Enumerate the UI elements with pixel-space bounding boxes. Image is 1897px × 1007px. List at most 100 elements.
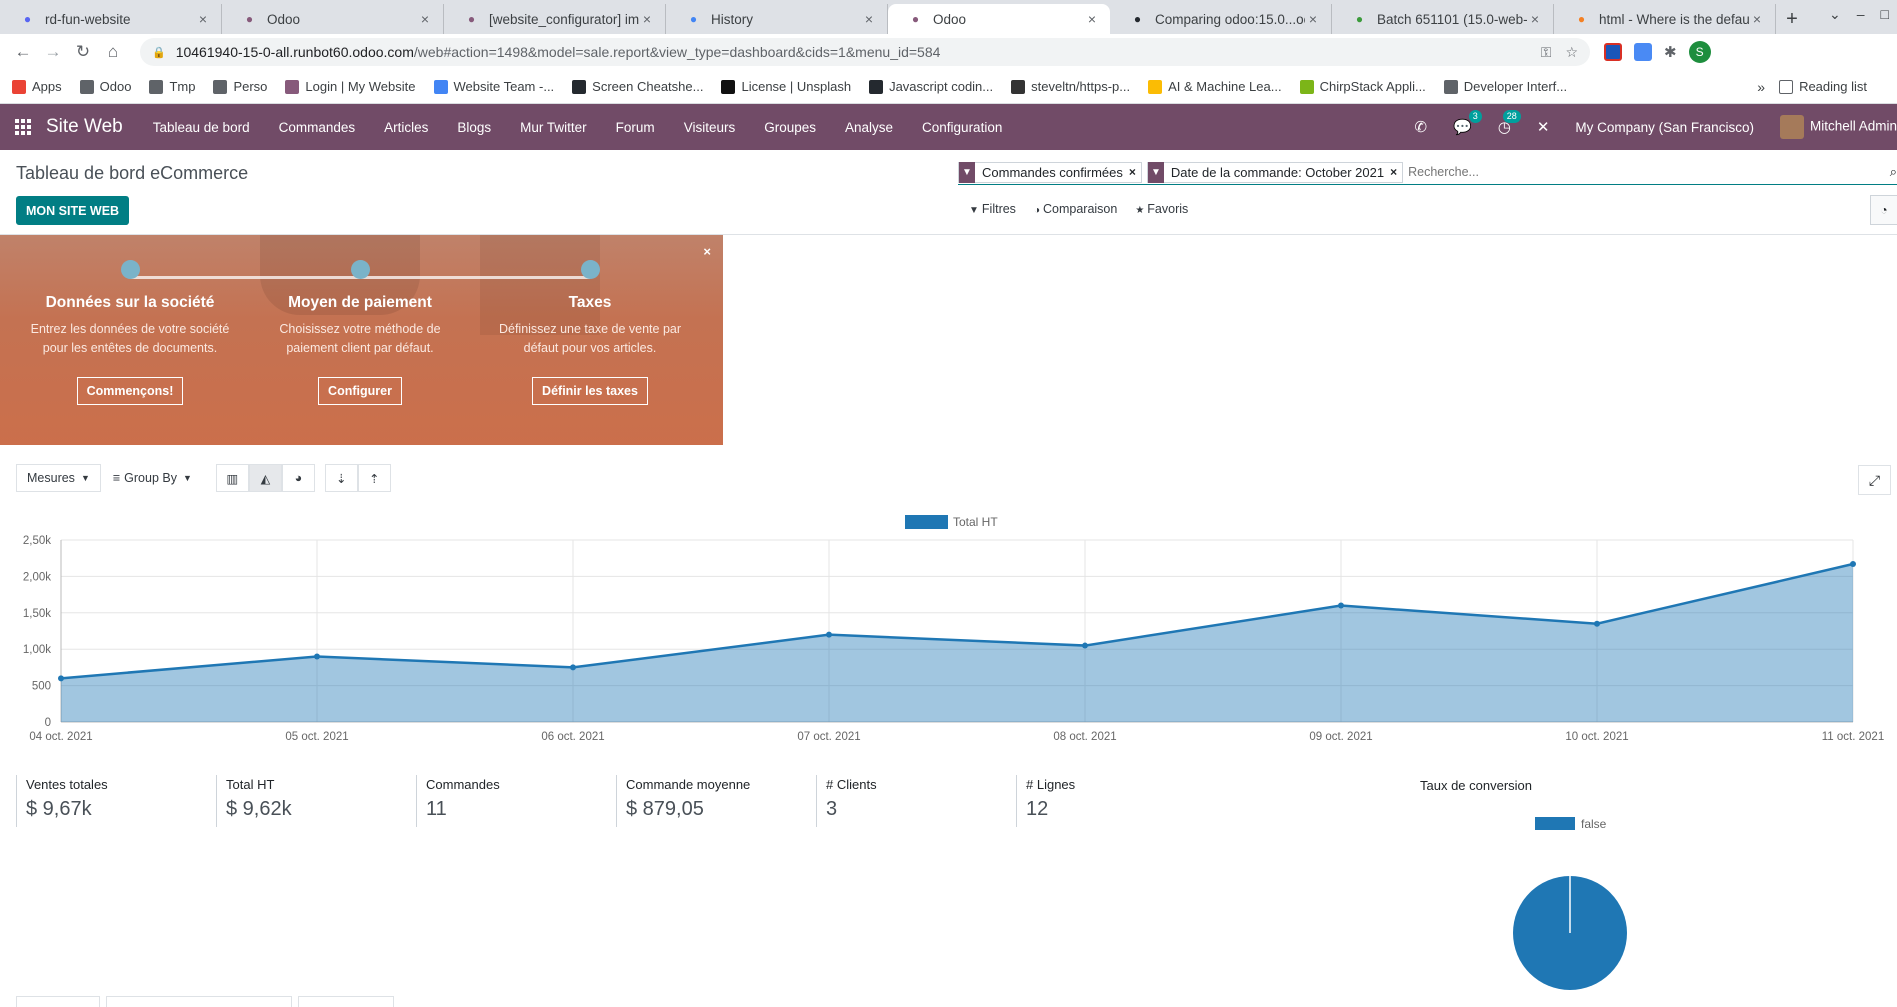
bookmark-item[interactable]: Website Team -...	[433, 79, 554, 94]
bookmark-icon	[721, 79, 736, 94]
discord-icon: ●	[23, 12, 32, 26]
tab-close-icon[interactable]: ×	[1308, 11, 1318, 27]
app-brand[interactable]: Site Web	[46, 116, 123, 137]
bookmark-icon	[1148, 79, 1163, 94]
kpi-card[interactable]: # Clients 3	[816, 775, 1006, 827]
kpi-card[interactable]: # Lignes 12	[1016, 775, 1206, 827]
bottom-panel-fragment	[106, 996, 292, 1007]
kpi-card[interactable]: Total HT $ 9,62k	[216, 775, 406, 827]
filters-dropdown[interactable]: ▼ Filtres	[969, 202, 1016, 216]
bar-chart-icon[interactable]: ▥	[215, 464, 249, 492]
search-input[interactable]	[1408, 165, 1859, 179]
bookmark-item[interactable]: Perso	[213, 79, 267, 94]
profile-avatar[interactable]: S	[1688, 41, 1711, 63]
tab-close-icon[interactable]: ×	[864, 11, 874, 27]
bookmark-item[interactable]: Tmp	[149, 79, 195, 94]
remove-facet-icon[interactable]: ×	[1390, 165, 1398, 179]
home-icon[interactable]: ⌂	[107, 42, 119, 61]
more-bookmarks-icon[interactable]: »	[1757, 78, 1766, 95]
close-icon[interactable]: ×	[703, 244, 711, 259]
apps-menu-icon[interactable]	[0, 104, 46, 150]
comparison-dropdown[interactable]: ◑ Comparaison	[1033, 202, 1118, 216]
debug-tools-icon[interactable]: ✕	[1536, 119, 1550, 136]
maximize-icon[interactable]: □	[1880, 6, 1889, 22]
onboarding-step-button[interactable]: Définir les taxes	[532, 377, 648, 405]
bookmark-item[interactable]: Odoo	[79, 79, 131, 94]
navbar-menu-item[interactable]: Blogs	[457, 119, 492, 135]
reading-list[interactable]: Reading list	[1779, 79, 1867, 94]
browser-tab[interactable]: ● Comparing odoo:15.0...oc ×	[1110, 4, 1332, 34]
fullscreen-icon[interactable]: ⤢	[1858, 465, 1891, 495]
line-chart-icon[interactable]: ◭	[248, 464, 282, 492]
navbar-menu-item[interactable]: Tableau de bord	[152, 119, 250, 135]
navbar-menu-item[interactable]: Visiteurs	[683, 119, 736, 135]
kpi-card[interactable]: Commande moyenne $ 879,05	[616, 775, 806, 827]
browser-tab[interactable]: ● History ×	[666, 4, 888, 34]
browser-tab[interactable]: ● html - Where is the defaul ×	[1554, 4, 1776, 34]
bookmark-item[interactable]: Apps	[12, 79, 62, 94]
bookmark-item[interactable]: AI & Machine Lea...	[1148, 79, 1282, 94]
navbar-menu-item[interactable]: Groupes	[764, 119, 816, 135]
phone-icon[interactable]: ✆	[1414, 119, 1428, 136]
browser-tab[interactable]: ● Odoo ×	[222, 4, 444, 34]
activities-icon[interactable]: ◷ 28	[1498, 110, 1521, 136]
group-by-dropdown[interactable]: ≡ Group By ▼	[102, 464, 202, 492]
browser-tab[interactable]: ● Batch 651101 (15.0-web-o ×	[1332, 4, 1554, 34]
bookmark-item[interactable]: Screen Cheatshe...	[572, 79, 703, 94]
tab-title: Odoo	[267, 11, 301, 27]
bookmark-item[interactable]: Javascript codin...	[869, 79, 993, 94]
user-menu[interactable]: Mitchell Admin	[1779, 115, 1897, 139]
search-icon[interactable]: ⌕	[1889, 164, 1897, 179]
extension-icon-red[interactable]	[1604, 43, 1622, 61]
bookmark-star-icon[interactable]: ☆	[1565, 43, 1578, 60]
sort-ascending-icon[interactable]: ⇡	[357, 464, 391, 492]
tab-close-icon[interactable]: ×	[1530, 11, 1540, 27]
my-website-button[interactable]: MON SITE WEB	[16, 196, 130, 225]
back-icon[interactable]: ←	[14, 42, 32, 61]
navbar-menu-item[interactable]: Forum	[615, 119, 655, 135]
tab-search-icon[interactable]: ⌄	[1829, 6, 1841, 22]
star-icon: ★	[1135, 205, 1145, 216]
navbar-menu-item[interactable]: Analyse	[845, 119, 894, 135]
bookmark-icon	[12, 79, 26, 94]
tab-close-icon[interactable]: ×	[1752, 11, 1762, 27]
tab-close-icon[interactable]: ×	[1087, 11, 1097, 27]
sort-descending-icon[interactable]: ⇣	[324, 464, 358, 492]
url-input[interactable]: 🔒 10461940-15-0-all.runbot60.odoo.com/we…	[140, 38, 1590, 66]
onboarding-step-button[interactable]: Commençons!	[76, 377, 184, 405]
reload-icon[interactable]: ↻	[75, 42, 91, 61]
forward-icon[interactable]: →	[44, 42, 62, 61]
lock-icon[interactable]: 🔒	[152, 46, 166, 59]
tab-close-icon[interactable]: ×	[198, 11, 208, 27]
onboarding-step-button[interactable]: Configurer	[318, 377, 402, 405]
puzzle-icon[interactable]: ✱	[1664, 44, 1677, 61]
bookmark-item[interactable]: Developer Interf...	[1443, 79, 1567, 94]
new-tab-button[interactable]: +	[1786, 7, 1798, 30]
key-icon[interactable]: ⚿	[1540, 43, 1552, 60]
kpi-card[interactable]: Commandes 11	[416, 775, 606, 827]
pie-chart-icon[interactable]: ◕	[281, 464, 315, 492]
tab-close-icon[interactable]: ×	[642, 11, 652, 27]
kpi-card[interactable]: Ventes totales $ 9,67k	[16, 775, 206, 827]
tab-title: rd-fun-website	[45, 11, 131, 27]
browser-tab[interactable]: ● Odoo ×	[888, 4, 1110, 34]
browser-tab[interactable]: ● [website_configurator] im ×	[444, 4, 666, 34]
bookmark-item[interactable]: Login | My Website	[285, 79, 416, 94]
tab-close-icon[interactable]: ×	[420, 11, 430, 27]
favorites-dropdown[interactable]: ★ Favoris	[1135, 202, 1189, 216]
dashboard-view-icon[interactable]: ◔	[1870, 195, 1897, 225]
navbar-menu-item[interactable]: Configuration	[922, 119, 1003, 135]
measures-dropdown[interactable]: Mesures ▼	[16, 464, 101, 492]
bookmark-item[interactable]: ChirpStack Appli...	[1299, 79, 1426, 94]
bookmark-item[interactable]: License | Unsplash	[721, 79, 851, 94]
remove-facet-icon[interactable]: ×	[1128, 165, 1136, 179]
browser-tab[interactable]: ● rd-fun-website ×	[0, 4, 222, 34]
navbar-menu-item[interactable]: Commandes	[278, 119, 356, 135]
extension-icon-blue[interactable]	[1634, 43, 1652, 61]
bookmark-item[interactable]: steveltn/https-p...	[1011, 79, 1130, 94]
messages-icon[interactable]: 💬 3	[1453, 110, 1482, 136]
company-switcher[interactable]: My Company (San Francisco)	[1575, 119, 1754, 135]
minimize-icon[interactable]: –	[1856, 6, 1865, 22]
navbar-menu-item[interactable]: Mur Twitter	[520, 119, 587, 135]
navbar-menu-item[interactable]: Articles	[384, 119, 429, 135]
